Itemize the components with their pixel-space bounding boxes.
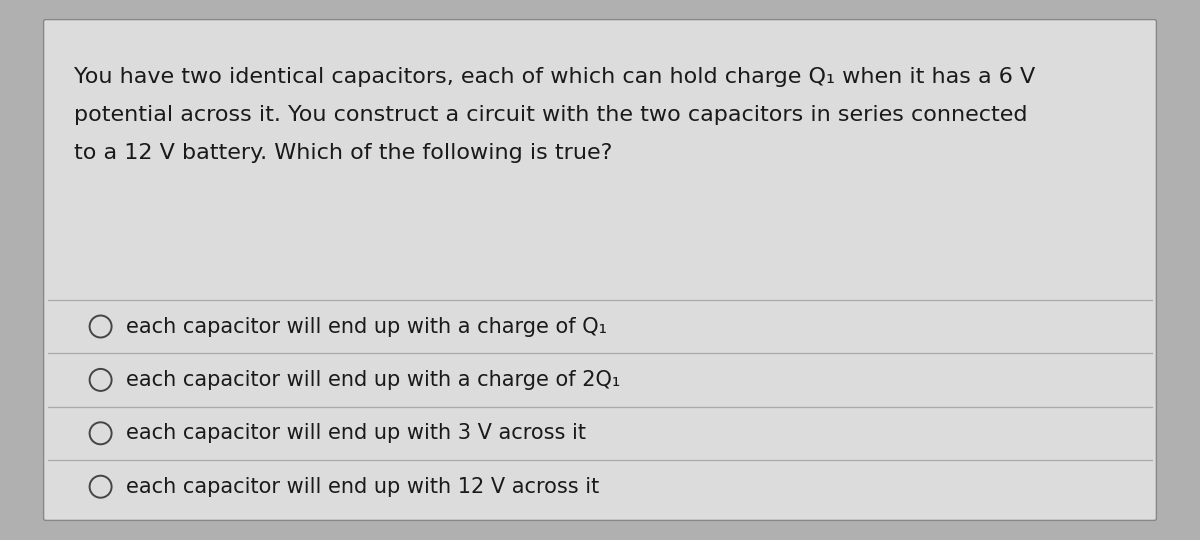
Text: each capacitor will end up with a charge of 2Q₁: each capacitor will end up with a charge… [126, 370, 620, 390]
Text: each capacitor will end up with 3 V across it: each capacitor will end up with 3 V acro… [126, 423, 586, 443]
Text: You have two identical capacitors, each of which can hold charge Q₁ when it has : You have two identical capacitors, each … [73, 66, 1034, 86]
Text: each capacitor will end up with a charge of Q₁: each capacitor will end up with a charge… [126, 316, 607, 336]
Text: to a 12 V battery. Which of the following is true?: to a 12 V battery. Which of the followin… [73, 143, 612, 163]
Text: potential across it. You construct a circuit with the two capacitors in series c: potential across it. You construct a cir… [73, 105, 1027, 125]
FancyBboxPatch shape [43, 19, 1157, 521]
Text: each capacitor will end up with 12 V across it: each capacitor will end up with 12 V acr… [126, 477, 599, 497]
